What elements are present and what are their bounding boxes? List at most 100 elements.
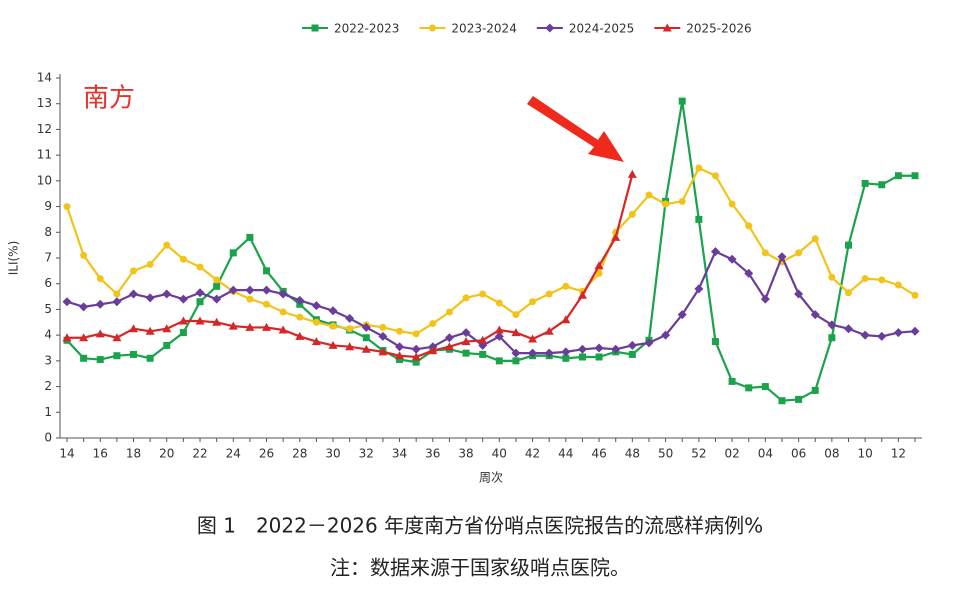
marker xyxy=(278,325,288,334)
marker xyxy=(378,331,388,341)
x-tick-label: 04 xyxy=(758,447,773,461)
marker xyxy=(246,233,254,241)
marker xyxy=(146,260,154,268)
marker xyxy=(594,261,604,270)
marker xyxy=(163,341,171,349)
marker xyxy=(512,357,520,365)
marker xyxy=(577,290,587,299)
x-tick-label: 16 xyxy=(93,447,108,461)
marker xyxy=(345,342,355,351)
marker xyxy=(311,24,319,32)
marker xyxy=(795,395,803,403)
legend-label: 2022-2023 xyxy=(334,22,399,36)
marker xyxy=(145,293,155,303)
marker xyxy=(478,335,488,344)
marker xyxy=(827,320,837,330)
marker xyxy=(761,383,769,391)
marker xyxy=(263,267,271,275)
marker xyxy=(860,330,870,340)
marker xyxy=(295,295,305,305)
marker xyxy=(80,354,88,362)
marker xyxy=(462,349,470,357)
x-tick-label: 08 xyxy=(824,447,839,461)
marker xyxy=(577,344,587,354)
marker xyxy=(744,268,754,278)
y-tick-label: 11 xyxy=(37,148,52,162)
marker xyxy=(461,328,471,338)
marker xyxy=(828,334,836,342)
marker xyxy=(479,290,487,298)
x-tick-label: 38 xyxy=(458,447,473,461)
marker xyxy=(163,241,171,249)
marker xyxy=(828,273,836,281)
marker xyxy=(728,200,736,208)
marker xyxy=(910,326,920,336)
marker xyxy=(228,321,238,330)
marker xyxy=(545,23,555,33)
marker xyxy=(212,317,222,326)
marker xyxy=(777,252,787,262)
marker xyxy=(328,306,338,316)
series-line xyxy=(66,100,915,402)
marker xyxy=(645,191,653,199)
x-tick-label: 46 xyxy=(591,447,606,461)
x-tick-label: 06 xyxy=(791,447,806,461)
marker xyxy=(178,294,188,304)
marker xyxy=(878,276,886,284)
marker xyxy=(396,327,404,335)
marker xyxy=(195,316,205,325)
marker xyxy=(263,300,271,308)
marker xyxy=(262,322,272,331)
marker xyxy=(146,354,154,362)
marker xyxy=(162,324,172,333)
marker xyxy=(278,289,288,299)
marker xyxy=(411,344,421,354)
marker xyxy=(894,172,902,180)
y-tick-label: 8 xyxy=(44,225,52,239)
y-tick-label: 13 xyxy=(37,96,52,110)
marker xyxy=(528,334,538,343)
marker xyxy=(112,333,122,342)
x-tick-label: 12 xyxy=(891,447,906,461)
marker xyxy=(429,320,437,328)
y-tick-label: 12 xyxy=(37,122,52,136)
x-tick-label: 44 xyxy=(558,447,573,461)
x-tick-label: 40 xyxy=(492,447,507,461)
marker xyxy=(695,164,703,172)
marker xyxy=(412,330,420,338)
marker xyxy=(544,326,554,335)
marker xyxy=(279,308,287,316)
marker xyxy=(677,310,687,320)
marker xyxy=(529,298,537,306)
marker xyxy=(395,342,405,352)
marker xyxy=(843,324,853,334)
marker xyxy=(562,282,570,290)
marker xyxy=(130,350,138,358)
marker xyxy=(411,352,421,361)
marker xyxy=(444,333,454,343)
marker xyxy=(894,281,902,289)
note: 注：数据来源于国家级哨点医院。 xyxy=(330,556,630,580)
marker xyxy=(379,323,387,331)
marker xyxy=(711,172,719,180)
marker xyxy=(213,282,221,290)
marker xyxy=(462,294,470,302)
marker xyxy=(678,197,686,205)
caption: 图 1 2022－2026 年度南方省份哨点医院报告的流感样病例% xyxy=(197,514,763,538)
marker xyxy=(544,348,554,358)
marker xyxy=(428,24,436,32)
marker xyxy=(179,329,187,337)
x-axis-label: 周次 xyxy=(479,471,503,485)
marker xyxy=(245,285,255,295)
marker xyxy=(113,290,121,298)
y-tick-label: 7 xyxy=(44,251,52,265)
marker xyxy=(445,308,453,316)
marker xyxy=(145,326,155,335)
x-tick-label: 24 xyxy=(226,447,241,461)
x-tick-label: 20 xyxy=(159,447,174,461)
marker xyxy=(461,337,471,346)
marker xyxy=(562,354,570,362)
annotation: 南方 xyxy=(83,84,135,114)
marker xyxy=(811,386,819,394)
